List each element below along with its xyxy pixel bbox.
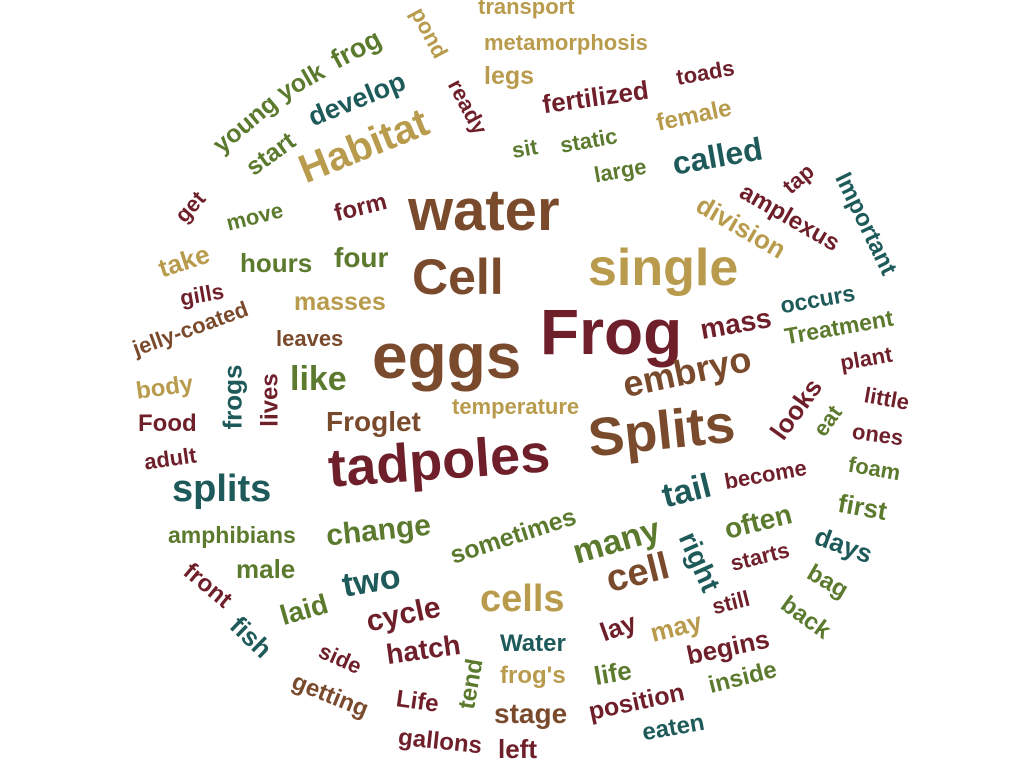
word-mass: mass bbox=[697, 302, 774, 345]
word-right: right bbox=[672, 527, 727, 597]
word-like: like bbox=[290, 360, 347, 398]
word-still: still bbox=[709, 585, 753, 620]
word-hours: hours bbox=[240, 248, 313, 278]
word-leaves: leaves bbox=[276, 326, 344, 351]
word-tadpoles: tadpoles bbox=[326, 423, 552, 499]
word-life: life bbox=[591, 654, 634, 692]
word-move: move bbox=[223, 197, 286, 236]
word-stage: stage bbox=[494, 698, 568, 729]
word-masses: masses bbox=[294, 288, 386, 316]
word-laid: laid bbox=[276, 587, 332, 632]
word-tail: tail bbox=[658, 466, 715, 516]
word-fertilized: fertilized bbox=[540, 74, 651, 120]
word-Important: Important bbox=[829, 168, 903, 280]
word-front: front bbox=[178, 557, 238, 614]
word-lay: lay bbox=[595, 606, 641, 648]
word-frog: frog bbox=[325, 23, 387, 75]
word-cells: cells bbox=[480, 578, 565, 620]
word-male: male bbox=[236, 554, 296, 584]
word-sometimes: sometimes bbox=[446, 502, 580, 570]
word-first: first bbox=[835, 487, 890, 527]
word-form: form bbox=[331, 187, 390, 228]
word-take: take bbox=[154, 238, 214, 284]
word-Frog: Frog bbox=[540, 296, 683, 368]
word-left: left bbox=[498, 734, 537, 764]
word-static: static bbox=[558, 123, 620, 158]
word-frogs-poss: frog's bbox=[500, 662, 566, 689]
word-starts: starts bbox=[727, 537, 792, 576]
word-transport: transport bbox=[478, 0, 575, 19]
word-plant: plant bbox=[838, 341, 895, 376]
word-Froglet: Froglet bbox=[326, 406, 421, 437]
word-get: get bbox=[169, 186, 211, 228]
word-bag: bag bbox=[802, 559, 853, 604]
word-eggs: eggs bbox=[372, 320, 522, 392]
word-fish: fish bbox=[224, 610, 279, 664]
word-tend: tend bbox=[453, 656, 489, 712]
word-Cell: Cell bbox=[412, 249, 504, 305]
word-body: body bbox=[134, 370, 195, 405]
word-change: change bbox=[324, 508, 433, 553]
word-Food: Food bbox=[138, 410, 197, 437]
word-lives: lives bbox=[256, 373, 284, 427]
word-pond: pond bbox=[405, 3, 453, 63]
word-hatch: hatch bbox=[384, 628, 463, 671]
word-called: called bbox=[669, 130, 766, 182]
word-eaten: eaten bbox=[640, 708, 707, 747]
word-temperature: temperature bbox=[452, 394, 580, 419]
word-water: water bbox=[408, 178, 560, 243]
word-little: little bbox=[862, 382, 912, 415]
word-become: become bbox=[722, 454, 809, 495]
word-tap: tap bbox=[777, 158, 819, 199]
word-days: days bbox=[810, 520, 877, 570]
word-gallons: gallons bbox=[396, 723, 484, 760]
word-amphibians: amphibians bbox=[168, 522, 296, 548]
word-single: single bbox=[588, 239, 739, 297]
word-getting: getting bbox=[288, 668, 373, 724]
word-metamorphosis: metamorphosis bbox=[484, 30, 648, 55]
word-splits: splits bbox=[172, 468, 272, 510]
word-toads: toads bbox=[674, 55, 737, 90]
word-Splits: Splits bbox=[585, 393, 738, 469]
word-side: side bbox=[315, 638, 366, 679]
word-Life: Life bbox=[394, 685, 441, 718]
word-female: female bbox=[653, 94, 734, 137]
word-sit: sit bbox=[509, 133, 540, 164]
word-four: four bbox=[334, 242, 389, 273]
word-back: back bbox=[775, 590, 836, 645]
word-ones: ones bbox=[850, 418, 905, 451]
word-foam: foam bbox=[846, 451, 903, 486]
word-Water: Water bbox=[500, 630, 566, 657]
word-frogs: frogs bbox=[217, 364, 248, 430]
word-two: two bbox=[339, 557, 404, 605]
word-legs: legs bbox=[484, 62, 535, 90]
word-large: large bbox=[592, 153, 649, 188]
